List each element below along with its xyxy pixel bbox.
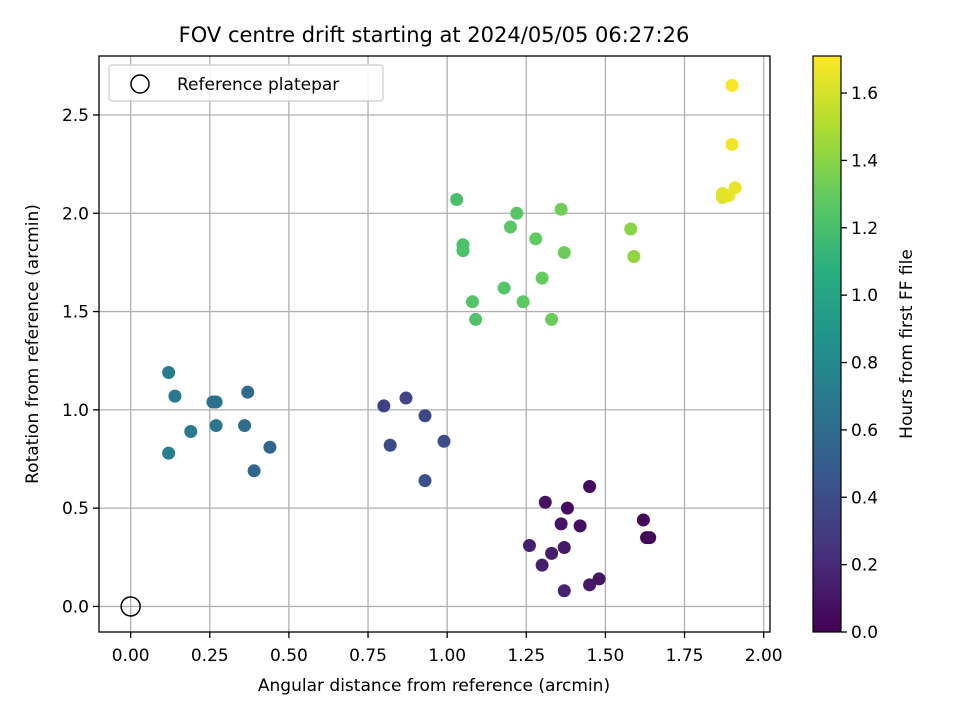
reference-marker [120, 596, 141, 617]
data-point [583, 480, 597, 494]
data-point [535, 271, 549, 285]
colorbar-tick-label: 0.4 [851, 488, 878, 508]
x-axis-label: Angular distance from reference (arcmin) [258, 676, 610, 696]
data-point [469, 312, 483, 326]
data-point [162, 366, 176, 380]
colorbar-tick-label: 0.8 [851, 354, 878, 374]
data-point [529, 232, 543, 246]
data-point [560, 501, 574, 515]
x-tick-label: 1.75 [666, 646, 704, 666]
data-point [725, 78, 739, 92]
x-tick-label: 0.25 [191, 646, 229, 666]
legend-box [108, 64, 384, 102]
y-axis-label: Rotation from reference (arcmin) [23, 204, 43, 484]
data-point [545, 546, 559, 560]
data-point [377, 399, 391, 413]
data-point [725, 137, 739, 151]
data-point [557, 584, 571, 598]
data-point [557, 540, 571, 554]
colorbar-tick-label: 0.2 [851, 556, 878, 576]
x-tick-label: 0.50 [270, 646, 308, 666]
data-point [545, 312, 559, 326]
data-point [592, 572, 606, 586]
data-point [497, 281, 511, 295]
data-point [728, 181, 742, 195]
data-point [184, 424, 198, 438]
x-axis-ticks: 0.00 0.25 0.50 0.75 1.00 1.25 1.50 1.75 2.00 [112, 632, 783, 666]
data-point [399, 391, 413, 405]
data-point [554, 517, 568, 531]
x-tick-label: 2.00 [745, 646, 783, 666]
data-point [643, 531, 657, 545]
data-point [624, 222, 638, 236]
colorbar-tick-label: 1.4 [851, 151, 878, 171]
data-point [241, 385, 255, 399]
y-tick-label: 1.5 [62, 303, 89, 323]
data-point [627, 250, 641, 264]
colorbar: 0.0 0.2 0.4 0.6 0.8 1.0 1.2 1.4 1.6 Hours from f… [812, 55, 917, 643]
data-point [516, 295, 530, 309]
plot-frame [98, 55, 771, 633]
data-point [418, 474, 432, 488]
x-tick-label: 0.75 [349, 646, 387, 666]
chart-title: FOV centre drift starting at 2024/05/05 … [179, 23, 690, 47]
colorbar-tick-label: 1.0 [851, 286, 878, 306]
data-point [209, 395, 223, 409]
data-point [573, 519, 587, 533]
data-point [162, 446, 176, 460]
reference-point [120, 596, 141, 617]
data-point [535, 558, 549, 572]
data-point [636, 513, 650, 527]
data-point [263, 440, 277, 454]
data-point [465, 295, 479, 309]
x-tick-label: 0.00 [112, 646, 150, 666]
y-tick-label: 2.5 [62, 106, 89, 126]
data-point [557, 246, 571, 260]
data-point [238, 419, 252, 433]
y-tick-label: 1.0 [62, 401, 89, 421]
colorbar-ticks: 0.0 0.2 0.4 0.6 0.8 1.0 1.2 1.4 1.6 [841, 84, 878, 643]
data-point [456, 244, 470, 258]
colorbar-label: Hours from first FF file [897, 249, 917, 439]
x-tick-label: 1.00 [428, 646, 466, 666]
colorbar-tick-label: 0.0 [851, 623, 878, 643]
data-point [437, 434, 451, 448]
legend-label-reference: Reference platepar [177, 75, 339, 95]
data-point [538, 495, 552, 509]
data-point [209, 419, 223, 433]
grid [99, 56, 770, 632]
x-tick-label: 1.50 [586, 646, 624, 666]
data-point [450, 193, 464, 207]
y-tick-label: 0.0 [62, 597, 89, 617]
colorbar-gradient [812, 55, 842, 633]
y-tick-label: 0.5 [62, 499, 89, 519]
y-tick-label: 2.0 [62, 204, 89, 224]
data-point [418, 409, 432, 423]
data-point [510, 206, 524, 220]
data-point [583, 578, 597, 592]
y-axis-ticks: 0.0 0.5 1.0 1.5 2.0 2.5 [62, 106, 99, 617]
colorbar-tick-label: 1.2 [851, 219, 878, 239]
data-point [247, 464, 261, 478]
x-tick-label: 1.25 [507, 646, 545, 666]
legend-marker-reference [130, 74, 150, 94]
legend: Reference platepar [108, 64, 384, 102]
data-point [554, 202, 568, 216]
colorbar-tick-label: 1.6 [851, 84, 878, 104]
scatter-points [162, 78, 742, 598]
data-point [383, 438, 397, 452]
colorbar-tick-label: 0.6 [851, 421, 878, 441]
data-point [168, 389, 182, 403]
data-point [503, 220, 517, 234]
data-point [522, 539, 536, 553]
